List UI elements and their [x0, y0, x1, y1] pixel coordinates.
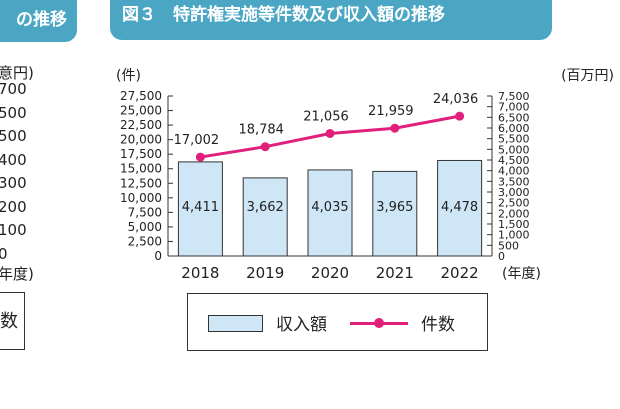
legend-bar-swatch: [208, 315, 263, 332]
prev-axis-tick: 300: [0, 174, 27, 192]
left-tick-label: 20,000: [120, 133, 162, 147]
prev-figure-title: の推移: [0, 0, 77, 42]
right-tick-label: 5,500: [498, 133, 530, 146]
line-point: [195, 152, 205, 162]
left-tick-label: 25,000: [120, 104, 162, 118]
right-tick-label: 1,000: [498, 229, 530, 242]
figure-title: 図３ 特許権実施等件数及び収入額の推移: [110, 0, 552, 40]
right-tick-label: 4,500: [498, 154, 530, 167]
line-value-label: 18,784: [238, 123, 284, 138]
line-point: [390, 123, 400, 133]
right-tick-label: 6,500: [498, 111, 530, 124]
line-value-label: 17,002: [174, 133, 220, 148]
x-tick-label: 2020: [311, 264, 349, 282]
prev-axis-tick: 400: [0, 150, 27, 169]
right-axis-unit: (百万円): [561, 68, 614, 84]
figure-title-text: 図３ 特許権実施等件数及び収入額の推移: [122, 5, 445, 25]
x-tick-label: 2022: [441, 264, 479, 282]
right-tick-label: 3,000: [498, 186, 530, 199]
prev-axis-tick: 100: [0, 221, 27, 239]
bar: [177, 161, 223, 257]
right-tick-label: 2,000: [498, 207, 530, 220]
prev-axis-tick: 200: [0, 197, 27, 216]
left-tick-label: 17,500: [120, 147, 162, 161]
legend-bar-label: 収入額: [276, 315, 327, 335]
left-tick-label: 0: [154, 249, 162, 263]
bar: [437, 159, 483, 257]
left-tick-label: 7,500: [128, 205, 162, 219]
bar: [242, 177, 288, 257]
x-tick-label: 2019: [246, 264, 284, 282]
line-point: [260, 142, 270, 152]
right-tick-label: 6,000: [498, 122, 530, 135]
left-tick-label: 22,500: [120, 118, 162, 132]
legend-line-label: 件数: [421, 315, 455, 335]
x-tick-label: 2018: [181, 264, 219, 282]
bar-value-label: 3,662: [247, 200, 284, 215]
right-tick-label: 2,500: [498, 197, 530, 210]
line-point: [325, 128, 335, 138]
prev-year-label: 年度): [0, 265, 34, 283]
line-point: [455, 111, 465, 121]
right-tick-label: 7,500: [498, 90, 530, 103]
left-tick-label: 2,500: [128, 234, 162, 248]
right-tick-label: 3,500: [498, 175, 530, 188]
prev-legend-text: 数: [0, 311, 18, 332]
prev-axis-tick: 0: [0, 244, 8, 263]
bar-value-label: 4,411: [182, 200, 219, 215]
x-tick-label: 2021: [376, 264, 414, 282]
line-value-label: 21,056: [303, 109, 349, 124]
line-value-label: 21,959: [368, 104, 414, 119]
prev-figure-title-text: の推移: [16, 10, 67, 30]
line-value-label: 24,036: [433, 92, 479, 107]
chart-legend: 収入額 件数: [187, 293, 488, 351]
legend-line-marker: [374, 318, 384, 328]
x-axis-unit: (年度): [502, 266, 541, 282]
prev-axis-unit: 意円): [0, 64, 34, 82]
left-axis-unit: (件): [116, 68, 141, 84]
prev-legend: 数: [0, 292, 25, 350]
right-tick-label: 4,000: [498, 165, 530, 178]
left-tick-label: 15,000: [120, 162, 162, 176]
right-tick-label: 7,000: [498, 101, 530, 114]
bar-value-label: 3,965: [376, 200, 413, 215]
right-tick-label: 1,500: [498, 218, 530, 231]
right-tick-label: 500: [498, 239, 519, 252]
left-tick-label: 27,500: [120, 89, 162, 103]
prev-axis-tick: 500: [0, 127, 27, 145]
bar-value-label: 4,035: [311, 200, 348, 215]
prev-axis-tick: 700: [0, 80, 27, 98]
right-tick-label: 5,000: [498, 143, 530, 156]
left-tick-label: 10,000: [120, 191, 162, 205]
left-tick-label: 5,000: [128, 220, 162, 234]
prev-axis-tick: 500: [0, 103, 27, 122]
bar: [372, 170, 418, 257]
left-tick-label: 12,500: [120, 176, 162, 190]
bar-value-label: 4,478: [441, 200, 478, 215]
right-tick-label: 0: [498, 250, 505, 263]
bar: [307, 169, 353, 257]
